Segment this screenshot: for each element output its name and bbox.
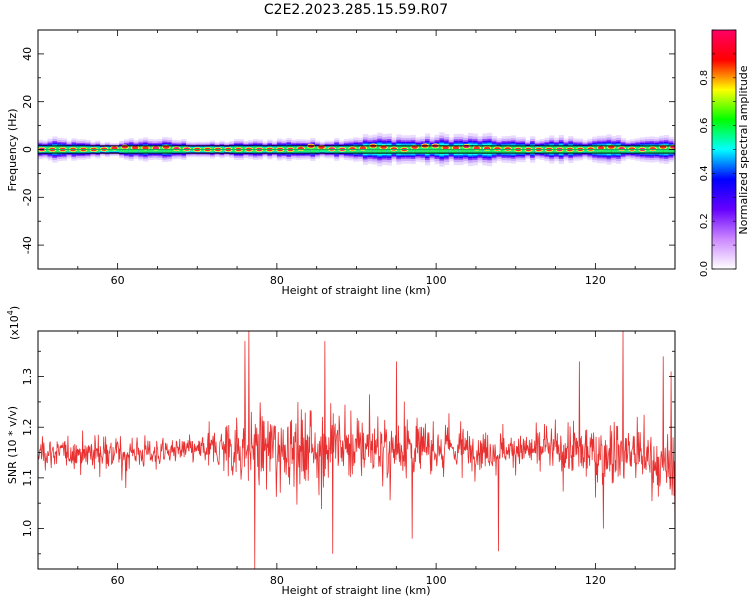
spectral-hotspot: [504, 147, 511, 151]
colorbar-tick-label: 0.0: [699, 261, 710, 277]
spectrogram-y-label: Frequency (Hz): [6, 109, 19, 192]
spectrogram-y-tick-label: -40: [21, 236, 34, 254]
colorbar-tick-label: 0.8: [699, 70, 710, 86]
spectral-hotspot: [152, 146, 160, 150]
spectrogram-y-tick-label: 20: [21, 95, 34, 109]
snr-y-ticks: 1.0 1.1 1.2 1.3: [21, 350, 675, 555]
colorbar-gradient: [712, 30, 736, 269]
spectrogram-y-tick-label: 0: [21, 146, 34, 153]
snr-x-label: Height of straight line (km): [281, 584, 430, 597]
snr-x-tick-label: 80: [270, 574, 284, 587]
snr-y-multiplier-exponent: 4: [6, 310, 15, 315]
figure-title: C2E2.2023.285.15.59.R07: [264, 2, 448, 18]
spectral-hotspot: [111, 146, 118, 150]
snr-x-ticks: 60 80 100 120: [37, 331, 676, 587]
spectrogram-y-tick-label: -20: [21, 188, 34, 206]
spectrogram-x-ticks: 60 80 100 120: [37, 30, 676, 287]
snr-y-tick-label: 1.2: [21, 418, 34, 436]
spectrogram-x-tick-label: 100: [426, 274, 447, 287]
spectral-hotspot: [452, 146, 460, 150]
snr-y-tick-label: 1.3: [21, 368, 34, 386]
colorbar: 0.0 0.2 0.4 0.6 0.8 Normalized spectral ampl…: [699, 29, 750, 277]
spectral-hotspot: [597, 146, 605, 150]
snr-y-multiplier-base: (x10: [8, 315, 21, 340]
spectral-hotspot: [142, 146, 149, 150]
snr-y-tick-label: 1.0: [21, 520, 34, 538]
band-lines: [38, 145, 675, 154]
colorbar-tick-label: 0.4: [699, 165, 710, 181]
snr-series-line: [38, 331, 675, 569]
colorbar-ticks: 0.0 0.2 0.4 0.6 0.8: [699, 29, 736, 277]
spectral-hotspot: [131, 146, 139, 150]
snr-y-multiplier-close: ): [8, 306, 21, 310]
spectrogram-y-tick-label: 40: [21, 47, 34, 61]
spectrogram-y-ticks: -40 -20 0 20 40: [21, 29, 675, 270]
spectrogram-panel: 60 80 100 120 -40 -20 0 20 40 Height of straigh…: [6, 29, 676, 297]
snr-y-tick-label: 1.1: [21, 469, 34, 487]
snr-x-tick-label: 120: [585, 574, 606, 587]
snr-panel: 60 80 100 120 1.0 1.1 1.2 1.3 Height of straig…: [6, 306, 676, 597]
spectral-hotspot: [318, 145, 325, 150]
spectrogram-x-tick-label: 80: [270, 274, 284, 287]
spectral-hotspot: [349, 147, 356, 151]
spectrogram-x-label: Height of straight line (km): [281, 284, 430, 297]
colorbar-tick-label: 0.6: [699, 118, 710, 134]
spectral-hotspot: [463, 144, 470, 149]
colorbar-tick-label: 0.2: [699, 213, 710, 229]
snr-x-tick-label: 60: [111, 574, 125, 587]
spectrogram-x-tick-label: 60: [111, 274, 125, 287]
spectrogram-x-tick-label: 120: [585, 274, 606, 287]
colorbar-label: Normalized spectral amplitude: [737, 65, 750, 234]
spectral-hotspot: [442, 146, 449, 150]
snr-x-tick-label: 100: [426, 574, 447, 587]
snr-y-label: SNR (10 * v/v): [6, 406, 19, 484]
snr-y-multiplier: (x104): [6, 306, 21, 340]
spectral-hotspot: [390, 147, 398, 151]
